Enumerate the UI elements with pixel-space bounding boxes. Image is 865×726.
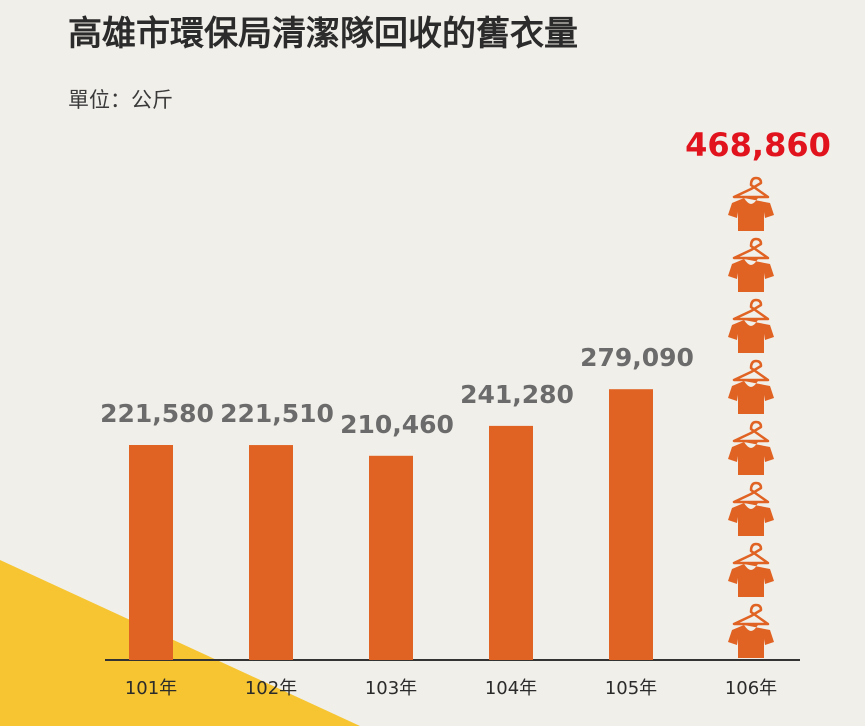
data-label: 210,460 [340, 410, 454, 439]
data-label: 241,280 [460, 380, 574, 409]
t-shirt-hanger-icon [728, 420, 774, 475]
t-shirt-hanger-icon [728, 298, 774, 353]
x-tick-label: 105年 [605, 678, 657, 699]
x-tick-label: 103年 [365, 678, 417, 699]
bar [249, 445, 293, 660]
x-tick-label: 101年 [125, 678, 177, 699]
t-shirt-hanger-icon [728, 603, 774, 658]
data-label: 468,860 [685, 126, 831, 164]
t-shirt-hanger-icon [728, 481, 774, 536]
chart-title: 高雄市環保局清潔隊回收的舊衣量 [68, 14, 578, 54]
data-label: 279,090 [580, 343, 694, 372]
t-shirt-hanger-icon [728, 237, 774, 292]
t-shirt-hanger-icon [728, 359, 774, 414]
bar [609, 389, 653, 660]
bar [489, 425, 533, 660]
x-tick-label: 102年 [245, 678, 297, 699]
x-tick-label: 104年 [485, 678, 537, 699]
t-shirt-hanger-icon [728, 176, 774, 231]
bar [129, 445, 173, 660]
t-shirt-hanger-icon [728, 542, 774, 597]
x-tick-label: 106年 [725, 678, 777, 699]
unit-label: 單位：公斤 [68, 88, 173, 112]
data-label: 221,510 [220, 399, 334, 428]
data-label: 221,580 [100, 399, 214, 428]
bar [369, 455, 413, 660]
